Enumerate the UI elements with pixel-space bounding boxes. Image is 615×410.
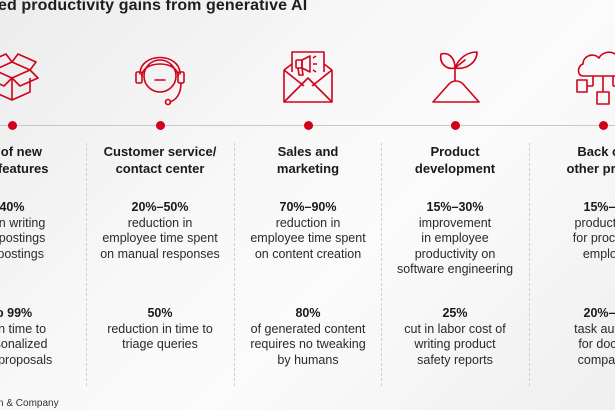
stat-value: 20%–50% — [131, 200, 189, 214]
stat-description: reduction in employee time spent on manu… — [100, 215, 220, 261]
source-note: n & Company — [0, 398, 59, 409]
stat-value: to 99% — [0, 306, 33, 320]
column-heading: Customer service/ contact center — [103, 144, 217, 176]
stat-value: 50% — [147, 306, 173, 320]
stat-description: improvement in employee productivity on … — [396, 215, 514, 277]
stat-block: 15%–30% improvement in employee producti… — [370, 200, 540, 278]
stat-value: 70%–90% — [279, 200, 337, 214]
column-divider — [86, 143, 87, 386]
column-heading: ch of new cts/features — [0, 144, 49, 176]
open-box-icon — [0, 48, 42, 108]
stat-block: 80% of generated content requires no twe… — [223, 306, 393, 368]
stat-description: on in writing job postings ob postings — [0, 215, 46, 261]
timeline-dot — [8, 121, 17, 130]
column-heading: Back off other produ — [566, 144, 615, 176]
stat-value: 15%–30% — [426, 200, 484, 214]
headset-icon — [130, 48, 190, 108]
stat-value: 80% — [295, 306, 321, 320]
column-customer-service: Customer service/ contact center 20%–50%… — [85, 0, 235, 410]
stat-description: reduction in time to triage queries — [107, 321, 213, 352]
column-product-development: Product development 15%–30% improvement … — [380, 0, 530, 410]
column-heading: Sales and marketing — [276, 144, 340, 176]
stat-block: 50% reduction in time to triage queries — [75, 306, 245, 353]
column-divider — [234, 143, 235, 386]
timeline-dot — [156, 121, 165, 130]
column-heading: Product development — [414, 144, 496, 176]
stat-block: 15%–2 productivit for procure employ — [518, 200, 615, 262]
stat-description: on in time to personalized sign proposal… — [0, 321, 53, 367]
stat-description: cut in labor cost of writing product saf… — [404, 321, 506, 367]
stat-block: 20%–5 task auton for docur comparis — [518, 306, 615, 368]
stat-description: task auton for docur comparis — [574, 321, 615, 367]
stat-block: 20%–50% reduction in employee time spent… — [75, 200, 245, 262]
stat-block: 25% cut in labor cost of writing product… — [370, 306, 540, 368]
stat-value: 25% — [442, 306, 468, 320]
stat-block: to 99% on in time to personalized sign p… — [0, 306, 97, 368]
stat-value: 20%–5 — [583, 306, 615, 320]
stat-description: productivit for procure employ — [572, 215, 615, 261]
column-sales-marketing: Sales and marketing 70%–90% reduction in… — [233, 0, 383, 410]
column-back-office: Back off other produ 15%–2 productivit f… — [528, 0, 615, 410]
envelope-megaphone-icon — [278, 48, 338, 108]
column-divider — [529, 143, 530, 386]
stat-value: 15%–2 — [583, 200, 615, 214]
timeline-dot — [304, 121, 313, 130]
stat-value: 40% — [0, 200, 25, 214]
chart-title: ed productivity gains from generative AI — [0, 0, 308, 14]
column-divider — [381, 143, 382, 386]
sprout-icon — [425, 48, 485, 108]
stat-block: 70%–90% reduction in employee time spent… — [223, 200, 393, 262]
stat-block: 40% on in writing job postings ob postin… — [0, 200, 97, 262]
stat-description: reduction in employee time spent on cont… — [250, 215, 366, 261]
cloud-network-icon — [573, 48, 615, 108]
stat-description: of generated content requires no tweakin… — [250, 321, 366, 367]
column-new-products: ch of new cts/features 40% on in writing… — [0, 0, 87, 410]
timeline-dot — [599, 121, 608, 130]
timeline-dot — [451, 121, 460, 130]
